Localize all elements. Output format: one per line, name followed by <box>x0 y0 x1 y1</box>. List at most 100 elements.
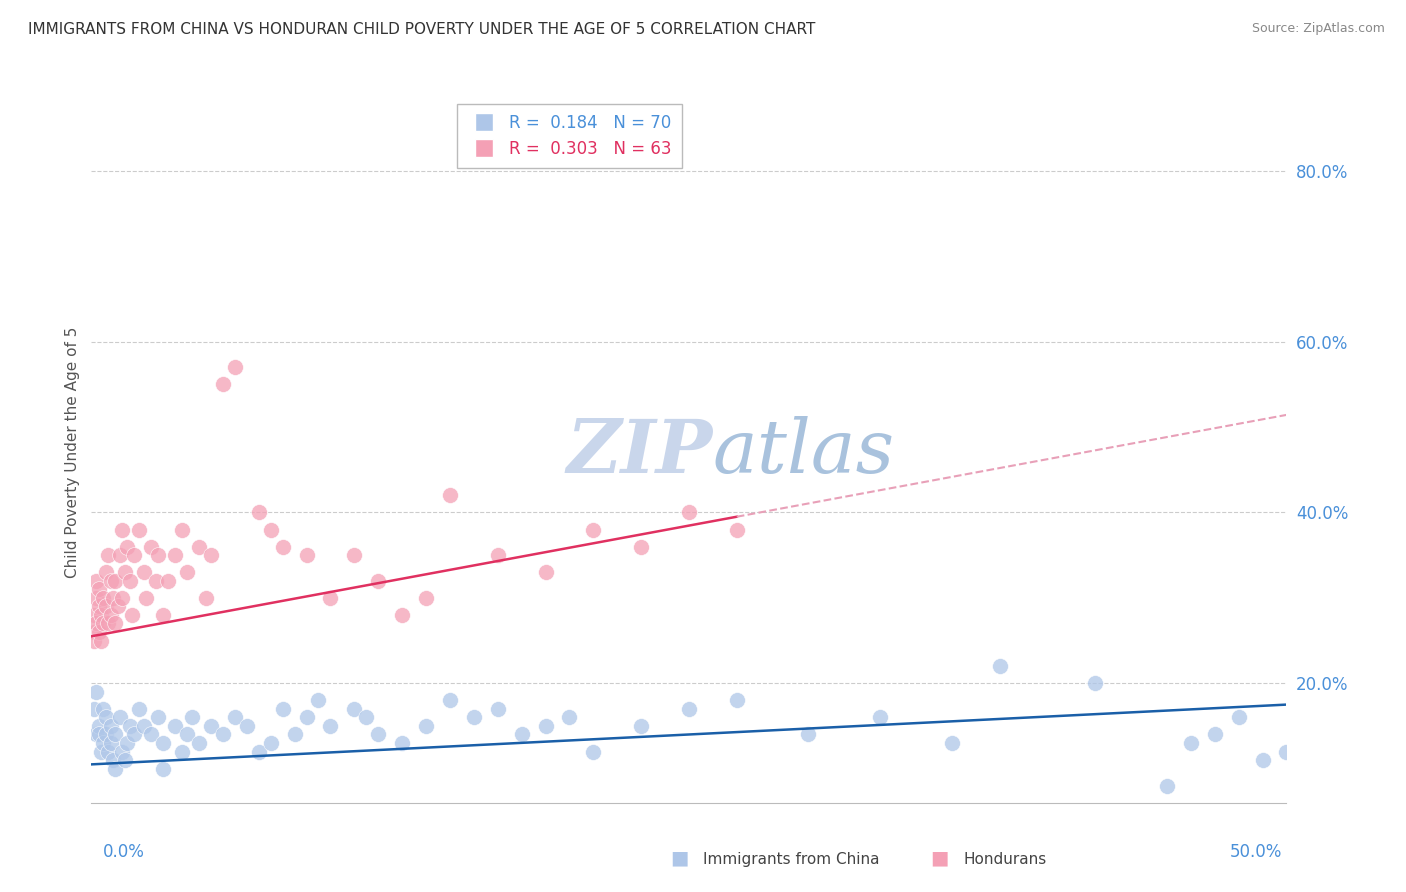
Point <box>94 566 117 580</box>
Point <box>104 574 127 588</box>
Y-axis label: Child Poverty Under the Age of 5: Child Poverty Under the Age of 5 <box>65 327 80 578</box>
Point <box>87 719 110 733</box>
Point <box>678 506 700 520</box>
Point <box>1227 710 1250 724</box>
Point <box>84 685 107 699</box>
Point <box>115 540 138 554</box>
Point <box>211 727 233 741</box>
Point <box>284 727 307 741</box>
Point <box>247 745 270 759</box>
Point <box>101 753 124 767</box>
Point <box>1180 736 1202 750</box>
Point <box>797 727 820 741</box>
Point <box>93 591 114 605</box>
Point <box>176 566 198 580</box>
Point <box>132 719 155 733</box>
Point <box>1084 676 1107 690</box>
Point <box>104 762 127 776</box>
Point <box>678 702 700 716</box>
Point <box>343 548 366 562</box>
Point <box>115 736 138 750</box>
Point <box>87 625 110 640</box>
Point <box>87 582 110 597</box>
Point <box>87 599 110 614</box>
Point <box>534 719 557 733</box>
Point <box>87 727 110 741</box>
Text: ZIP: ZIP <box>567 417 713 489</box>
Point <box>630 540 652 554</box>
Point <box>463 710 485 724</box>
Point <box>84 574 107 588</box>
Point <box>111 745 134 759</box>
Point <box>118 574 141 588</box>
Point <box>145 574 167 588</box>
Point <box>156 574 179 588</box>
Point <box>100 607 122 622</box>
Point <box>582 523 605 537</box>
Point <box>415 591 437 605</box>
Point <box>1156 779 1178 793</box>
Point <box>295 710 318 724</box>
Point <box>391 736 413 750</box>
Point <box>84 591 107 605</box>
Point <box>152 736 174 750</box>
Point <box>343 702 366 716</box>
Point <box>90 633 112 648</box>
Point <box>128 523 150 537</box>
Point <box>211 377 233 392</box>
Point <box>271 540 294 554</box>
Point <box>486 702 509 716</box>
Point <box>152 607 174 622</box>
Point <box>259 736 281 750</box>
Point <box>200 719 222 733</box>
Point <box>108 710 131 724</box>
Point <box>114 753 136 767</box>
Text: Source: ZipAtlas.com: Source: ZipAtlas.com <box>1251 22 1385 36</box>
Point <box>94 599 117 614</box>
Point <box>121 607 143 622</box>
Point <box>354 710 377 724</box>
Point <box>114 566 136 580</box>
Point <box>141 540 162 554</box>
Point <box>124 548 146 562</box>
Point <box>259 523 281 537</box>
Point <box>84 727 107 741</box>
Point <box>93 702 114 716</box>
Point <box>83 633 105 648</box>
Point <box>90 745 112 759</box>
Point <box>104 616 127 631</box>
Point <box>941 736 963 750</box>
Point <box>295 548 318 562</box>
Point <box>558 710 581 724</box>
Point <box>187 736 211 750</box>
Point <box>630 719 652 733</box>
Point <box>100 719 122 733</box>
Point <box>439 693 461 707</box>
Point <box>582 745 605 759</box>
Point <box>486 548 509 562</box>
Point <box>725 523 748 537</box>
Point <box>235 719 259 733</box>
Point <box>534 566 557 580</box>
Point <box>132 566 155 580</box>
Point <box>988 659 1011 673</box>
Point <box>200 548 222 562</box>
Point <box>1275 745 1298 759</box>
Point <box>319 591 342 605</box>
Point <box>101 591 124 605</box>
Text: Hondurans: Hondurans <box>963 852 1046 867</box>
Point <box>100 574 122 588</box>
Point <box>94 710 117 724</box>
Text: Immigrants from China: Immigrants from China <box>703 852 880 867</box>
Point <box>195 591 218 605</box>
Point <box>224 710 246 724</box>
Point <box>172 523 194 537</box>
Point <box>439 488 461 502</box>
Point <box>97 616 120 631</box>
Point <box>148 710 170 724</box>
Point <box>83 625 105 640</box>
Legend: R =  0.184   N = 70, R =  0.303   N = 63: R = 0.184 N = 70, R = 0.303 N = 63 <box>457 103 682 169</box>
Text: ■: ■ <box>931 848 949 867</box>
Point <box>100 736 122 750</box>
Point <box>172 745 194 759</box>
